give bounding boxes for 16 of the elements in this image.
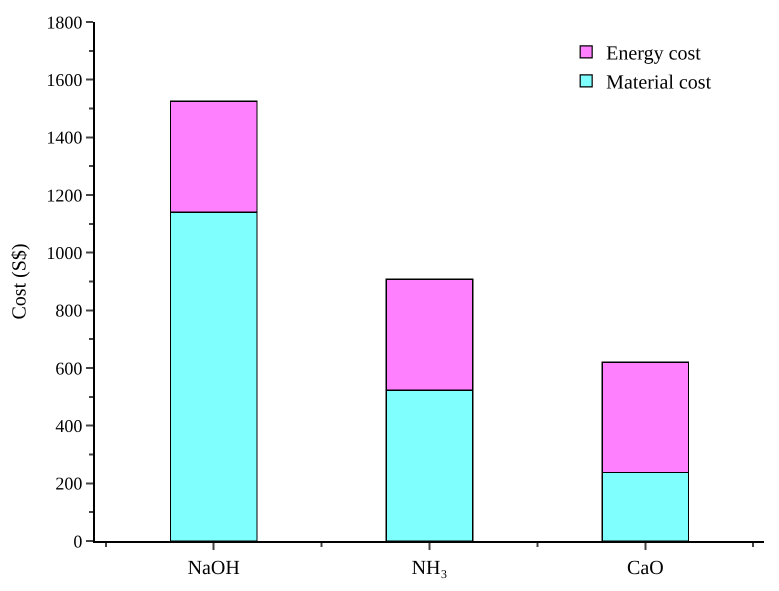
legend-label: Energy cost <box>606 42 702 65</box>
y-tick-label: 400 <box>55 416 82 436</box>
y-tick-label: 0 <box>73 531 82 552</box>
y-axis-title: Cost (S$) <box>8 243 30 320</box>
y-tick-label: 1400 <box>46 128 82 148</box>
y-tick-label: 1200 <box>46 185 82 206</box>
legend-label: Material cost <box>606 72 712 94</box>
y-tick-label: 1600 <box>46 70 82 90</box>
x-tick-label: NH₃ <box>412 557 448 579</box>
y-tick-label: 1800 <box>46 12 82 32</box>
y-tick-label: 200 <box>55 474 82 494</box>
x-tick-label: CaO <box>626 557 664 579</box>
y-tick-label: 600 <box>55 358 82 378</box>
x-tick-label: NaOH <box>188 557 240 579</box>
y-tick-label: 1000 <box>46 242 82 263</box>
y-tick-label: 800 <box>55 300 82 321</box>
